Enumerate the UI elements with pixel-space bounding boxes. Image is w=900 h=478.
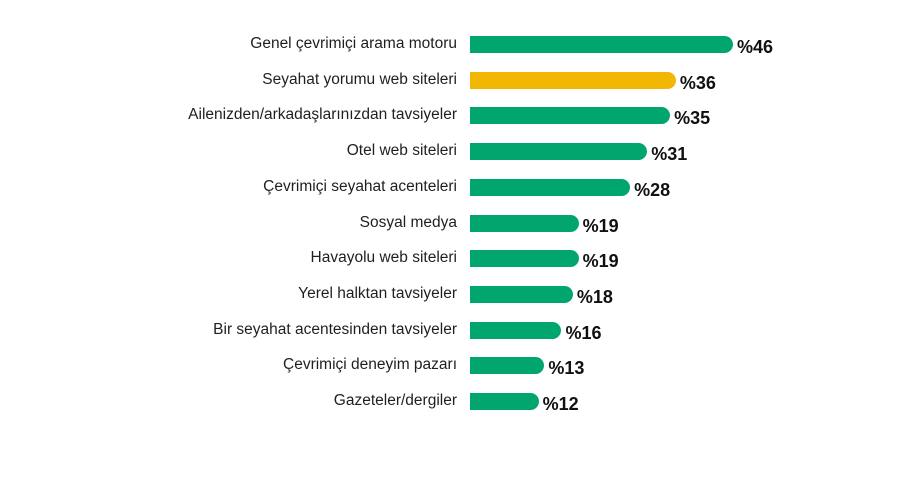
- bar: [470, 285, 573, 303]
- bar: [470, 71, 676, 89]
- bar-row: Gazeteler/dergiler %12: [0, 390, 900, 416]
- bar: [470, 107, 671, 125]
- bar: [470, 214, 579, 232]
- category-label: Yerel halktan tavsiyeler: [298, 284, 457, 302]
- category-label: Ailenizden/arkadaşlarınızdan tavsiyeler: [188, 106, 457, 124]
- value-label: %16: [565, 322, 602, 343]
- category-label: Çevrimiçi deneyim pazarı: [283, 356, 457, 374]
- category-label: Havayolu web siteleri: [310, 249, 457, 267]
- value-label: %13: [548, 358, 585, 379]
- bar-row: Sosyal medya %19: [0, 212, 900, 238]
- bar: [470, 36, 733, 53]
- category-label: Çevrimiçi seyahat acenteleri: [263, 177, 457, 195]
- bar-row: Çevrimiçi deneyim pazarı %13: [0, 354, 900, 380]
- category-label: Otel web siteleri: [346, 142, 457, 160]
- bar-row: Havayolu web siteleri %19: [0, 247, 900, 273]
- bar-row: Seyahat yorumu web siteleri %36: [0, 69, 900, 95]
- category-label: Seyahat yorumu web siteleri: [262, 70, 457, 88]
- value-label: %28: [634, 179, 671, 200]
- category-label: Genel çevrimiçi arama motoru: [250, 35, 457, 52]
- bar-row: Ailenizden/arkadaşlarınızdan tavsiyeler%…: [0, 104, 900, 130]
- value-label: %18: [576, 286, 613, 307]
- bar: [470, 178, 631, 196]
- category-label: Bir seyahat acentesinden tavsiyeler: [213, 320, 457, 338]
- value-label: %31: [651, 144, 688, 165]
- value-label: %35: [674, 108, 711, 129]
- value-label: %19: [582, 215, 619, 236]
- bar: [470, 250, 579, 268]
- value-label: %12: [542, 394, 579, 414]
- bar-row: Yerel halktan tavsiyeler %18: [0, 283, 900, 309]
- value-label: %19: [582, 251, 619, 272]
- bar-row: Çevrimiçi seyahat acenteleri %28: [0, 176, 900, 202]
- bar-row: Bir seyahat acentesinden tavsiyeler %16: [0, 319, 900, 345]
- category-label: Gazeteler/dergiler: [333, 392, 457, 409]
- bar: [470, 321, 562, 339]
- bar: [470, 357, 545, 375]
- bar-row: Otel web siteleri %31: [0, 140, 900, 166]
- bar: [470, 393, 539, 410]
- category-label: Sosyal medya: [359, 213, 457, 231]
- bar: [470, 143, 648, 161]
- value-label: %36: [679, 72, 716, 93]
- value-label: %46: [737, 37, 774, 57]
- bar-row: Genel çevrimiçi arama motoru %46: [0, 33, 900, 59]
